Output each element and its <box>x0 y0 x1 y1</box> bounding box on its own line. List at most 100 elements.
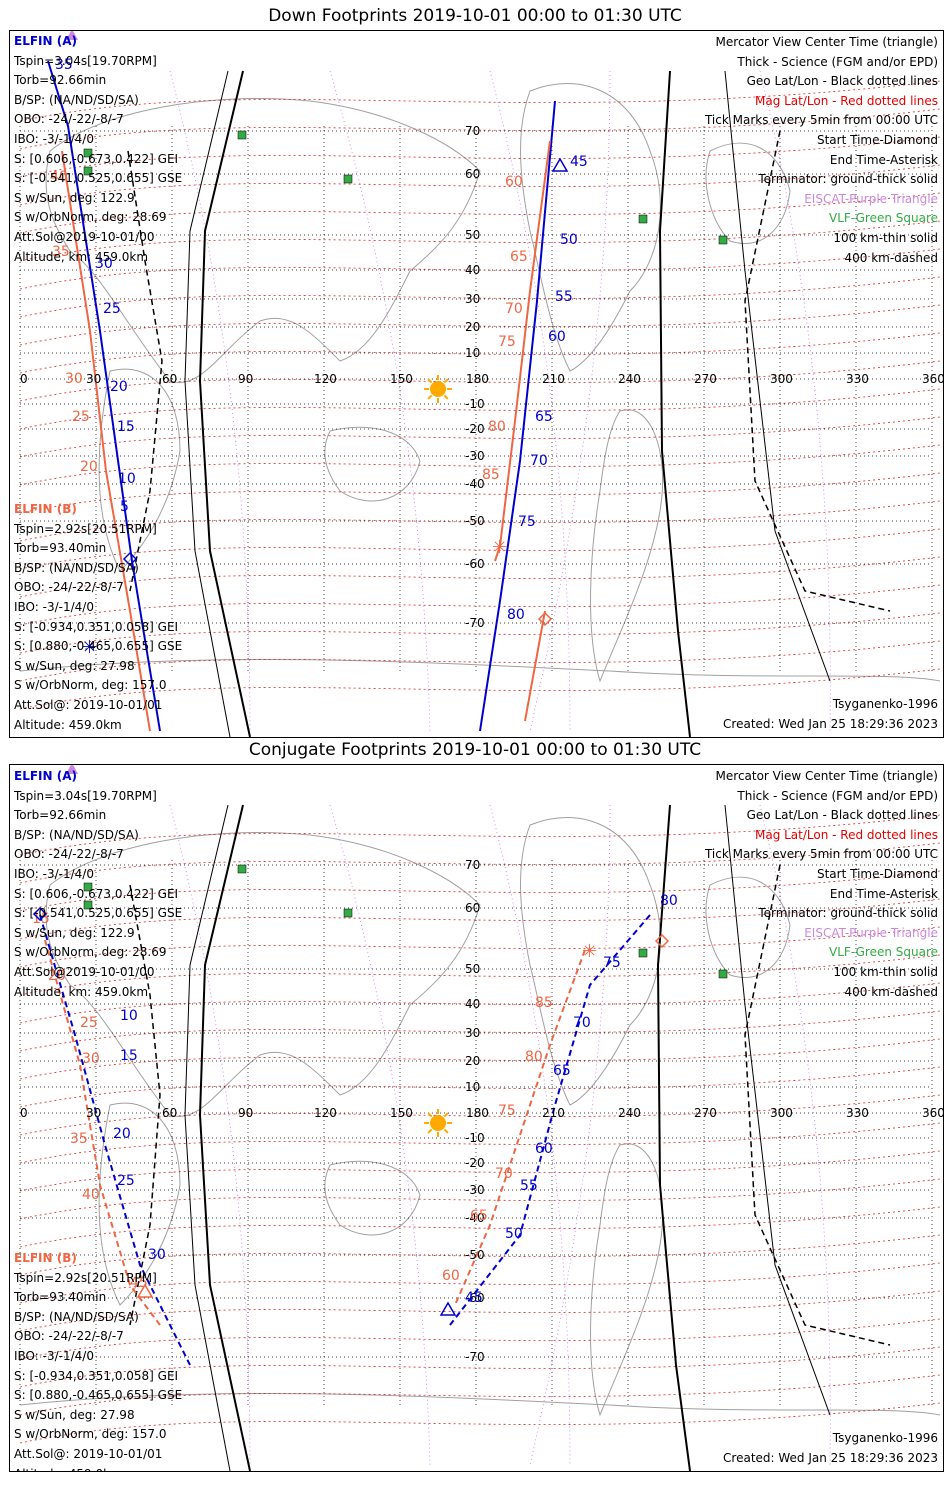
param-line: Altitude, km: 459.0km <box>14 984 149 999</box>
elfin-b-tick-label: 80 <box>488 419 506 435</box>
elfin-b-start-diamond <box>654 933 670 949</box>
elfin-a-tick-label: 10 <box>120 1008 138 1024</box>
elfin-a-start-diamond <box>122 551 138 567</box>
vlf-station-icon <box>718 235 728 245</box>
sun-icon <box>430 1115 446 1131</box>
legend-item: End Time-Asterisk <box>829 886 938 901</box>
param-line: S w/OrbNorm, deg: 28.69 <box>14 945 167 960</box>
mag-grid <box>19 80 941 710</box>
lat-label: -20 <box>465 422 485 436</box>
elfin-b-track-east <box>454 949 586 1306</box>
mag-lat-line <box>19 1346 941 1388</box>
elfin-a-params: Tspin=3.04s[19.70RPM] Torb=92.66min B/SP: … <box>14 52 182 268</box>
terminator <box>129 804 891 1471</box>
mag-lat-line <box>19 1122 941 1164</box>
elfin-a-tick-label: 45 <box>465 1290 483 1306</box>
mag-lon-line <box>759 804 831 1466</box>
mag-lat-line <box>19 1234 941 1276</box>
param-line: S: [-0.934,0.351,0.058] GEI <box>14 1368 179 1383</box>
elfin-b-tick-label: 60 <box>505 174 523 190</box>
vlf-station-icon <box>638 948 648 958</box>
terminator-line <box>184 804 231 1471</box>
elfin-b-title: ELFIN (B) <box>14 1251 77 1265</box>
elfin-a-center-triangle <box>551 157 569 172</box>
coastline <box>705 142 791 245</box>
mag-lat-line <box>19 640 941 682</box>
lon-label: 270 <box>694 1106 717 1120</box>
sun-ray <box>443 1112 449 1118</box>
lon-label: 240 <box>618 372 641 386</box>
lon-label: 210 <box>542 372 565 386</box>
legend-item: 400 km-dashed <box>844 984 938 999</box>
lon-label: 120 <box>314 372 337 386</box>
lat-label: -40 <box>465 477 485 491</box>
mag-lat-line <box>19 500 941 542</box>
lon-label: 330 <box>846 1106 869 1120</box>
param-line: B/SP: (NA/ND/SD/SA) <box>14 92 139 107</box>
lat-label: 10 <box>465 346 480 360</box>
mag-lat-line <box>19 304 941 346</box>
legend-item: 100 km-thin solid <box>833 230 938 245</box>
lat-label: 60 <box>465 167 480 181</box>
elfin-b-info: ELFIN (B) Tspin=2.92s[20.51RPM] Torb=93.4… <box>14 1249 182 1471</box>
elfin-a-tick-label: 60 <box>548 329 566 345</box>
vlf-station-icon <box>343 174 353 184</box>
conjugate-footprints-map: 0 30 60 90 120 150 180 210 240 270 300 330 360 70 60 50… <box>9 764 944 1472</box>
lat-label: 10 <box>465 1080 480 1094</box>
elfin-a-tick-label: 65 <box>553 1063 571 1079</box>
elfin-a-track-west <box>47 60 161 732</box>
elfin-a-start-diamond <box>32 906 48 922</box>
lon-label: 120 <box>314 1106 337 1120</box>
elfin-b-tick-label: 35 <box>70 1131 88 1147</box>
lat-label: 40 <box>465 263 480 277</box>
param-line: Att.Sol@: 2019-10-01/01 <box>14 697 163 712</box>
elfin-b-end-asterisk: ✳ <box>582 941 597 962</box>
elfin-b-end-asterisk: ✳ <box>492 537 507 558</box>
elfin-b-tick-label: 70 <box>505 301 523 317</box>
terminator-line <box>198 804 251 1471</box>
created-timestamp: Created: Wed Jan 25 18:29:36 2023 <box>723 1451 938 1465</box>
terminator-line <box>744 130 891 612</box>
lon-label: 150 <box>390 1106 413 1120</box>
vlf-station-icon <box>83 148 93 158</box>
legend-item: Terminator: ground-thick solid <box>758 906 938 921</box>
legend-item: Tick Marks every 5min from 00:00 UTC <box>704 847 938 862</box>
mag-lat-line <box>19 926 941 968</box>
elfin-b-tick-label: 30 <box>82 1051 100 1067</box>
legend-item: Mag Lat/Lon - Red dotted lines <box>754 827 938 842</box>
lat-label: 60 <box>465 901 480 915</box>
mag-lat-line <box>19 444 941 486</box>
param-line: S w/Sun, deg: 122.9 <box>14 190 135 205</box>
elfin-a-track-east <box>479 100 556 732</box>
elfin-b-tick-label: 60 <box>442 1268 460 1284</box>
elfin-a-tick-label: 50 <box>505 1226 523 1242</box>
vlf-station-icon <box>718 969 728 979</box>
elfin-a-tick-label: 10 <box>118 471 136 487</box>
param-line: IBO: -3/-1/4/0 <box>14 131 94 146</box>
terminator-dashed <box>129 884 161 1326</box>
elfin-a-info: ELFIN (A) Tspin=3.04s[19.70RPM] Torb=92.6… <box>14 32 182 267</box>
elfin-b-tick-label: 35 <box>52 244 70 260</box>
param-line: Att.Sol@2019-10-01/00 <box>14 964 155 979</box>
legend-item: 400 km-dashed <box>844 250 938 265</box>
legend-item: EISCAT-Purple Triangle <box>804 925 938 940</box>
lon-label: 0 <box>20 372 28 386</box>
coastline <box>324 426 421 502</box>
legend-item: EISCAT-Purple Triangle <box>804 191 938 206</box>
panel-title-conjugate: Conjugate Footprints 2019-10-01 00:00 to… <box>248 740 702 760</box>
param-line: Torb=92.66min <box>14 808 107 823</box>
terminator-line <box>198 70 251 737</box>
mag-lat-line <box>19 1374 941 1416</box>
coastline <box>45 97 481 383</box>
elfin-b-tick-label: 65 <box>470 1208 488 1224</box>
elfin-b-tick-label: 75 <box>498 334 516 350</box>
legend-item: Mercator View Center Time (triangle) <box>715 35 938 49</box>
mag-lat-line <box>19 136 941 178</box>
mag-lat-line <box>19 870 941 912</box>
mag-lon-line <box>489 804 571 1466</box>
mag-grid <box>19 814 941 1444</box>
param-line: Tspin=2.92s[20.51RPM] <box>14 1270 157 1285</box>
lon-label: 30 <box>86 1106 101 1120</box>
footprint-tracks <box>47 60 556 732</box>
elfin-b-tick-label: 80 <box>525 1049 543 1065</box>
